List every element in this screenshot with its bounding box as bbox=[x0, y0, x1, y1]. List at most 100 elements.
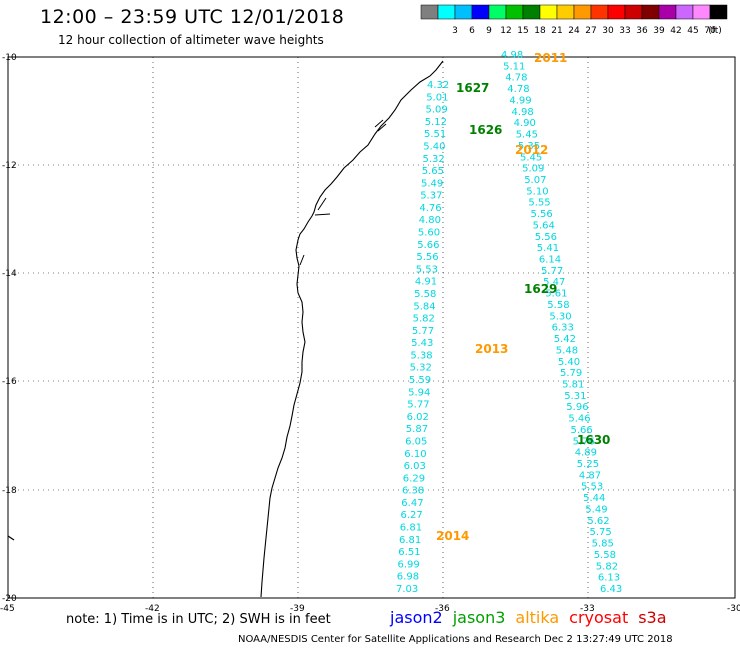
wave-height-value: 4.98 bbox=[501, 50, 523, 61]
wave-height-value: 5.64 bbox=[533, 220, 555, 231]
wave-height-value: 5.49 bbox=[585, 505, 607, 516]
wave-height-value: 5.85 bbox=[592, 539, 614, 550]
scale-label: 42 bbox=[670, 26, 681, 36]
wave-height-value: 5.81 bbox=[562, 380, 584, 391]
wave-height-value: 5.51 bbox=[424, 129, 446, 140]
wave-height-value: 5.75 bbox=[590, 527, 612, 538]
satellite-jason3: jason3 bbox=[452, 608, 506, 627]
wave-height-value: 5.42 bbox=[554, 334, 576, 345]
units-note: note: 1) Time is in UTC; 2) SWH is in fe… bbox=[66, 612, 331, 627]
coastline-detail bbox=[317, 197, 327, 211]
scale-label: 3 bbox=[452, 26, 458, 36]
wave-height-value: 6.13 bbox=[598, 573, 620, 584]
scale-label: 30 bbox=[602, 26, 614, 36]
scale-label: 27 bbox=[585, 26, 596, 36]
scale-label: 18 bbox=[534, 26, 546, 36]
wave-height-value: 6.29 bbox=[403, 473, 425, 484]
scale-label: 9 bbox=[486, 26, 492, 36]
wave-height-value: 5.30 bbox=[549, 311, 571, 322]
wave-height-value: 6.10 bbox=[404, 449, 426, 460]
lon-tick-label: -36 bbox=[435, 604, 450, 614]
wave-height-value: 5.77 bbox=[407, 400, 429, 411]
wave-height-value: 5.09 bbox=[522, 164, 544, 175]
wave-height-value: 5.45 bbox=[520, 152, 542, 163]
wave-height-value: 6.98 bbox=[397, 572, 419, 583]
wave-height-value: 5.60 bbox=[418, 228, 440, 239]
wave-height-value: 5.44 bbox=[583, 493, 605, 504]
wave-height-value: 6.43 bbox=[600, 584, 622, 595]
wave-height-value: 6.33 bbox=[552, 323, 574, 334]
wave-height-value: 5.25 bbox=[577, 459, 599, 470]
wave-height-value: 5.12 bbox=[425, 117, 447, 128]
pass-time-label: 1629 bbox=[524, 282, 557, 296]
scale-label: 33 bbox=[619, 26, 630, 36]
satellite-s3a: s3a bbox=[638, 608, 667, 627]
wave-height-value: 5.56 bbox=[416, 252, 438, 263]
satellite-altika: altika bbox=[515, 608, 560, 627]
wave-height-value: 5.49 bbox=[421, 178, 443, 189]
wave-height-value: 4.99 bbox=[509, 95, 531, 106]
lon-tick-label: -33 bbox=[580, 604, 595, 614]
wave-height-value: 5.76 bbox=[573, 436, 595, 447]
coastline-detail bbox=[377, 123, 387, 132]
scale-unit: (ft) bbox=[708, 26, 722, 36]
wave-height-value: 4.76 bbox=[419, 203, 441, 214]
wave-height-value: 4.32 bbox=[427, 80, 449, 91]
wave-height-value: 5.09 bbox=[426, 105, 448, 116]
wave-height-value: 5.66 bbox=[571, 425, 593, 436]
pass-time-label: 1627 bbox=[456, 81, 489, 95]
wave-height-value: 7.03 bbox=[396, 584, 418, 595]
lon-tick-label: -42 bbox=[145, 604, 160, 614]
lon-tick-label: -39 bbox=[290, 604, 305, 614]
scale-label: 12 bbox=[500, 26, 511, 36]
scale-label: 6 bbox=[469, 26, 475, 36]
wave-height-value: 6.99 bbox=[398, 559, 420, 570]
wave-height-value: 6.81 bbox=[400, 523, 422, 534]
lat-tick-label: -12 bbox=[2, 161, 17, 171]
wave-height-value: 6.47 bbox=[401, 498, 423, 509]
wave-height-value: 5.40 bbox=[423, 142, 445, 153]
pass-time-label: 1630 bbox=[577, 433, 610, 447]
lon-tick-label: -45 bbox=[0, 604, 15, 614]
wave-height-value: 4.78 bbox=[505, 73, 527, 84]
wave-height-value: 4.80 bbox=[419, 215, 441, 226]
wave-height-value: 5.66 bbox=[417, 240, 439, 251]
wave-height-value: 5.10 bbox=[526, 186, 548, 197]
lon-tick-label: -30 bbox=[727, 604, 740, 614]
scale-label: 24 bbox=[568, 26, 580, 36]
wave-height-value: 5.56 bbox=[535, 232, 557, 243]
scale-label: 36 bbox=[636, 26, 648, 36]
wave-height-value: 5.82 bbox=[596, 561, 618, 572]
wave-height-value: 5.58 bbox=[547, 300, 569, 311]
wave-height-value: 6.03 bbox=[404, 461, 426, 472]
wave-height-value: 6.05 bbox=[405, 437, 427, 448]
coastline bbox=[260, 60, 444, 598]
wave-height-value: 5.59 bbox=[409, 375, 431, 386]
lat-tick-label: -14 bbox=[2, 269, 17, 279]
wave-height-value: 5.07 bbox=[524, 175, 546, 186]
lat-tick-label: -10 bbox=[2, 53, 17, 63]
wave-height-value: 5.77 bbox=[412, 326, 434, 337]
wave-height-value: 5.45 bbox=[516, 130, 538, 141]
scale-label: 15 bbox=[517, 26, 528, 36]
wave-height-value: 4.78 bbox=[507, 84, 529, 95]
wave-height-value: 5.41 bbox=[537, 243, 559, 254]
footer-credit: NOAA/NESDIS Center for Satellite Applica… bbox=[238, 634, 673, 645]
wave-height-value: 5.01 bbox=[426, 92, 448, 103]
wave-height-value: 5.37 bbox=[420, 191, 442, 202]
coastline-detail bbox=[299, 254, 305, 266]
pass-time-label: 2011 bbox=[534, 51, 567, 65]
pass-time-label: 2014 bbox=[436, 529, 469, 543]
wave-height-value: 5.38 bbox=[410, 350, 432, 361]
wave-height-value: 5.94 bbox=[408, 387, 430, 398]
page-title: 12:00 – 23:59 UTC 12/01/2018 bbox=[40, 6, 345, 28]
coastline-detail bbox=[314, 213, 331, 216]
wave-height-value: 5.46 bbox=[568, 414, 590, 425]
wave-height-value: 5.40 bbox=[558, 357, 580, 368]
lat-tick-label: -20 bbox=[2, 594, 17, 604]
scale-label: 45 bbox=[687, 26, 698, 36]
pass-time-label: 2012 bbox=[515, 143, 548, 157]
scale-label: 21 bbox=[551, 26, 562, 36]
wave-height-value: 6.27 bbox=[401, 510, 423, 521]
